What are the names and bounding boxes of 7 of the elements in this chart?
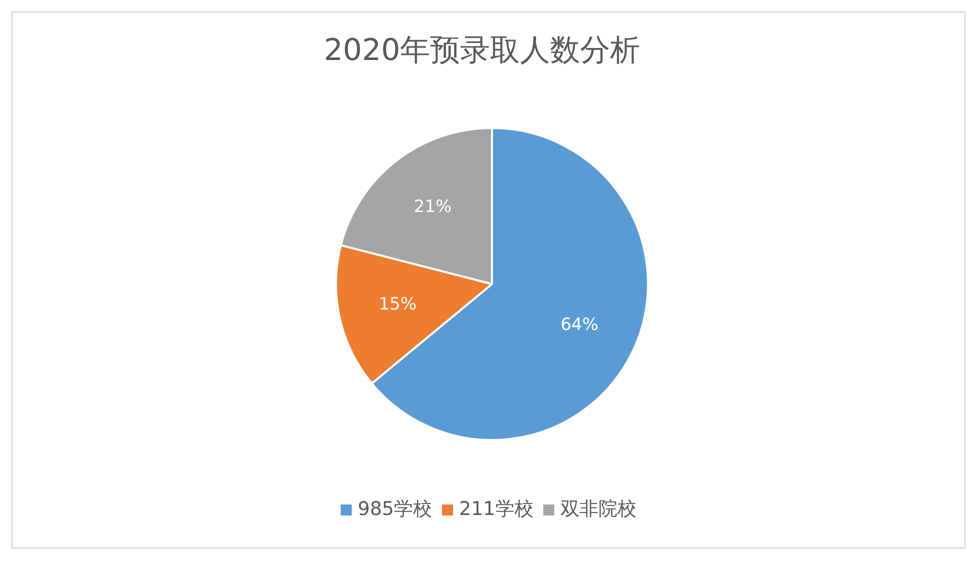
legend-label: 双非院校 [560,498,636,520]
data-label: 21% [414,197,452,218]
data-label: 64% [560,314,598,335]
chart-title: 2020年预录取人数分析 [324,33,640,68]
legend-label: 985学校 [358,498,432,520]
legend-label: 211学校 [459,498,534,520]
data-label: 15% [378,294,417,315]
